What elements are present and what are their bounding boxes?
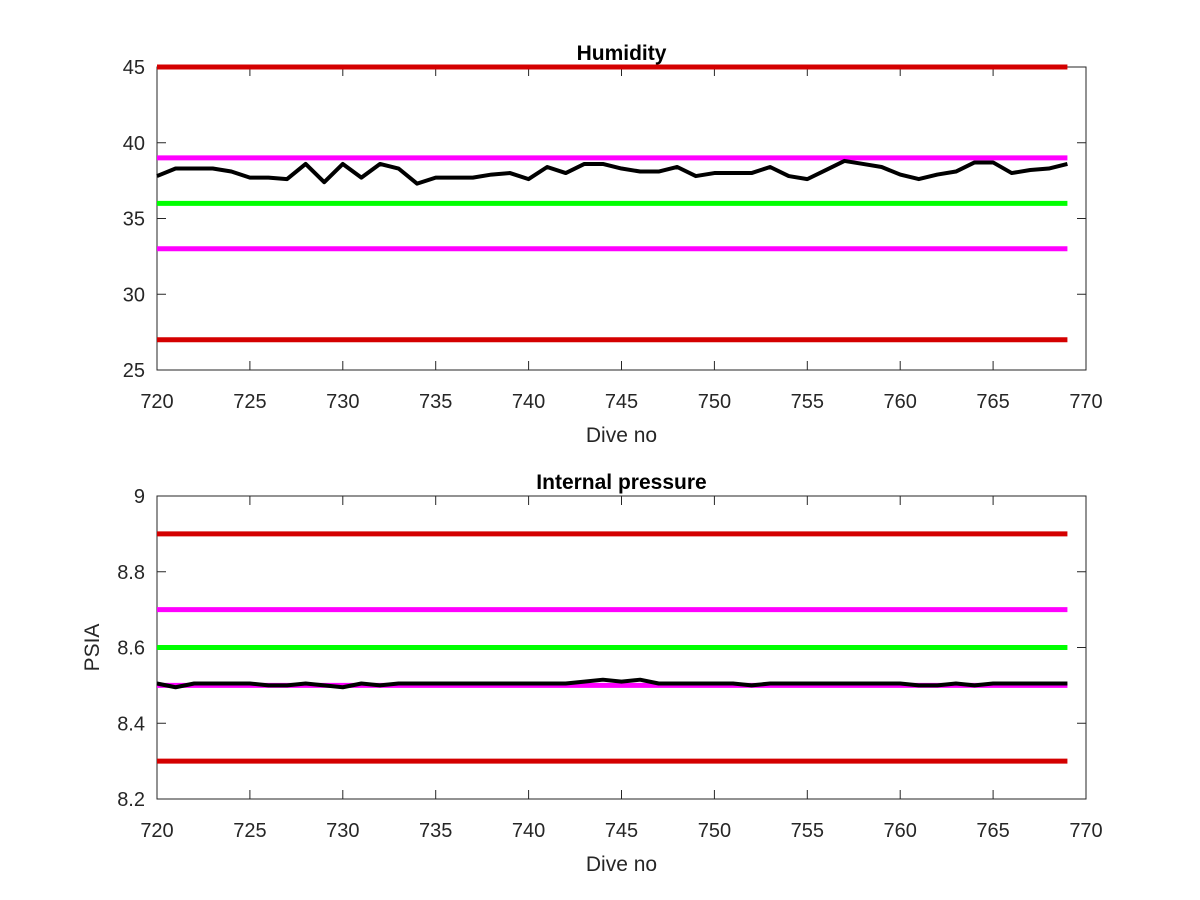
x-tick-label: 755 — [791, 820, 824, 842]
chart-title: Internal pressure — [536, 471, 706, 494]
chart-title: Humidity — [577, 42, 667, 65]
internal-pressure-plot: 720 725 730 735 740 745 750 755 760 765 770 8.2 8.4 8… — [81, 471, 1103, 876]
x-tick-label: 765 — [976, 820, 1009, 842]
x-tick-label: 760 — [884, 391, 917, 413]
axes-frame — [156, 66, 1087, 371]
y-tick-label: 25 — [123, 360, 145, 382]
y-tick-label: 35 — [123, 209, 145, 231]
x-tick-label: 730 — [326, 391, 359, 413]
x-axis-label: Dive no — [586, 853, 657, 876]
x-tick-label: 745 — [605, 820, 638, 842]
x-tick-label: 755 — [791, 391, 824, 413]
y-tick-label: 8.8 — [117, 562, 145, 584]
x-tick-label: 745 — [605, 391, 638, 413]
x-tick-label: 770 — [1069, 391, 1102, 413]
x-tick-label: 735 — [419, 820, 452, 842]
x-tick-label: 765 — [976, 391, 1009, 413]
y-tick-label: 9 — [134, 486, 145, 508]
x-tick-label: 725 — [233, 391, 266, 413]
y-axis-label: PSIA — [81, 624, 104, 672]
x-tick-label: 725 — [233, 820, 266, 842]
x-tick-label: 740 — [512, 391, 545, 413]
x-axis-label: Dive no — [586, 424, 657, 447]
x-tick-label: 720 — [140, 391, 173, 413]
y-tick-label: 30 — [123, 284, 145, 306]
x-tick-label: 740 — [512, 820, 545, 842]
y-tick-label: 8.2 — [117, 789, 145, 811]
y-tick-label: 45 — [123, 57, 145, 79]
x-tick-label: 760 — [884, 820, 917, 842]
x-tick-label: 750 — [698, 391, 731, 413]
y-tick-label: 8.4 — [117, 713, 145, 735]
data-series-line — [156, 677, 1068, 690]
data-series-line — [156, 158, 1068, 186]
humidity-plot: 720 725 730 735 740 745 750 755 760 765 770 25 30 35 4… — [123, 42, 1103, 447]
y-tick-label: 40 — [123, 133, 145, 155]
y-tick-label: 8.6 — [117, 638, 145, 660]
x-tick-label: 730 — [326, 820, 359, 842]
x-tick-label: 735 — [419, 391, 452, 413]
x-tick-label: 770 — [1069, 820, 1102, 842]
x-tick-label: 750 — [698, 820, 731, 842]
x-tick-label: 720 — [140, 820, 173, 842]
